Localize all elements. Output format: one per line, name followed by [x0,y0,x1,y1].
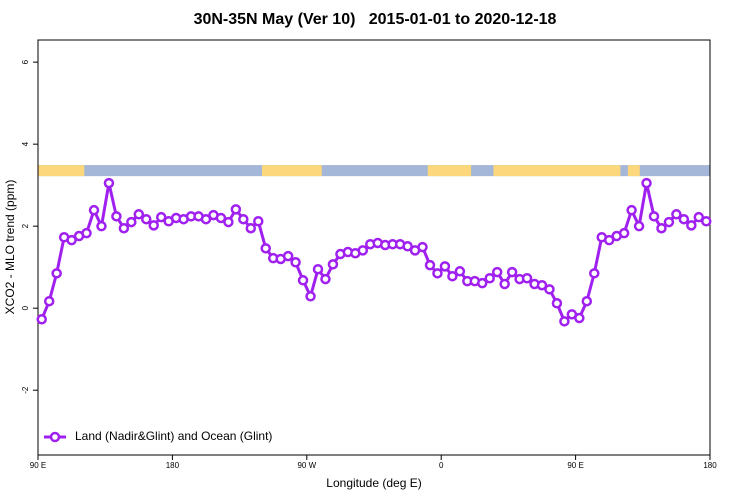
data-point [96,220,107,232]
data-point [417,241,428,253]
data-point [260,243,271,254]
data-point [656,222,667,234]
data-point [559,316,570,327]
data-point [215,212,227,224]
data-point [223,216,234,228]
x-tick-label: 0 [439,461,444,470]
data-point [499,278,510,290]
data-point [432,268,443,279]
data-point [238,213,249,225]
data-point [641,177,652,189]
data-point [126,216,137,228]
data-point [671,209,682,220]
data-point [424,259,436,271]
data-point [312,263,324,275]
data-point [648,211,660,222]
y-tick-label: 6 [21,59,30,64]
data-point [200,213,212,225]
data-point [297,275,309,286]
data-point [148,220,159,231]
y-tick-label: 2 [21,223,30,228]
data-point [439,261,451,272]
x-axis-title: Longitude (deg E) [326,476,421,490]
data-point [536,279,548,291]
x-tick-label: 90 E [567,461,583,470]
data-point [574,312,585,324]
data-point [603,234,615,246]
data-point [245,222,257,234]
data-point [36,314,47,325]
legend-label: Land (Nadir&Glint) and Ocean (Glint) [75,429,272,443]
data-point [111,211,122,222]
land-band [38,165,85,177]
x-tick-label: 180 [166,461,180,470]
data-point [618,227,630,239]
data-point [133,209,145,220]
data-point [141,213,152,225]
data-point [43,295,55,307]
data-point [678,213,690,225]
y-tick-label: -2 [21,386,30,394]
y-tick-label: 0 [21,305,30,310]
legend-marker [49,431,61,443]
y-axis-title: XCO2 - MLO trend (ppm) [3,180,17,315]
data-point [88,204,100,216]
series-line [40,182,707,324]
ocean-band [38,165,710,177]
data-point [626,204,637,216]
data-point [253,216,264,227]
data-point [320,273,331,285]
data-point [51,268,62,279]
data-point [118,222,130,234]
data-point [357,245,369,256]
data-point [305,291,316,302]
land-band [427,165,472,177]
land-band [627,165,640,177]
data-point [589,268,600,279]
data-point [506,266,518,278]
data-point [633,220,645,232]
data-point [686,220,697,231]
land-band [493,165,621,177]
data-point [103,177,115,189]
land-band [262,165,322,177]
data-point [81,227,92,239]
y-tick-label: 4 [21,141,30,146]
data-point [693,211,705,223]
data-point [701,216,712,227]
data-point [290,257,301,268]
data-point [521,273,533,284]
data-point [282,250,294,262]
data-point [477,277,488,289]
plot-frame [37,39,711,456]
data-point [491,266,503,278]
data-point [544,284,555,295]
chart-title: 30N-35N May (Ver 10) 2015-01-01 to 2020-… [194,11,557,28]
data-point [155,211,167,223]
data-point [327,259,339,270]
data-point [581,295,593,307]
x-tick-label: 90 E [30,461,46,470]
data-point [402,241,413,252]
data-point [454,266,466,277]
data-point [663,216,675,228]
x-tick-label: 180 [703,461,717,470]
data-point [484,273,495,284]
data-point [551,298,563,309]
x-tick-label: 90 W [297,461,316,470]
data-point [66,234,77,246]
data-point [230,204,242,215]
data-point [447,270,458,282]
